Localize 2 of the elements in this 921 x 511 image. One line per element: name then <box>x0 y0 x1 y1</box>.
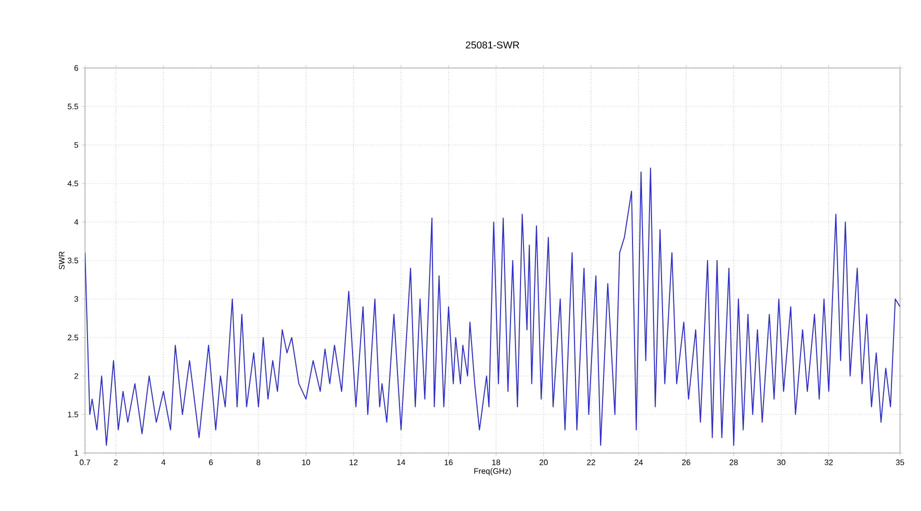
chart-title: 25081-SWR <box>466 41 520 48</box>
line-series <box>85 168 900 446</box>
